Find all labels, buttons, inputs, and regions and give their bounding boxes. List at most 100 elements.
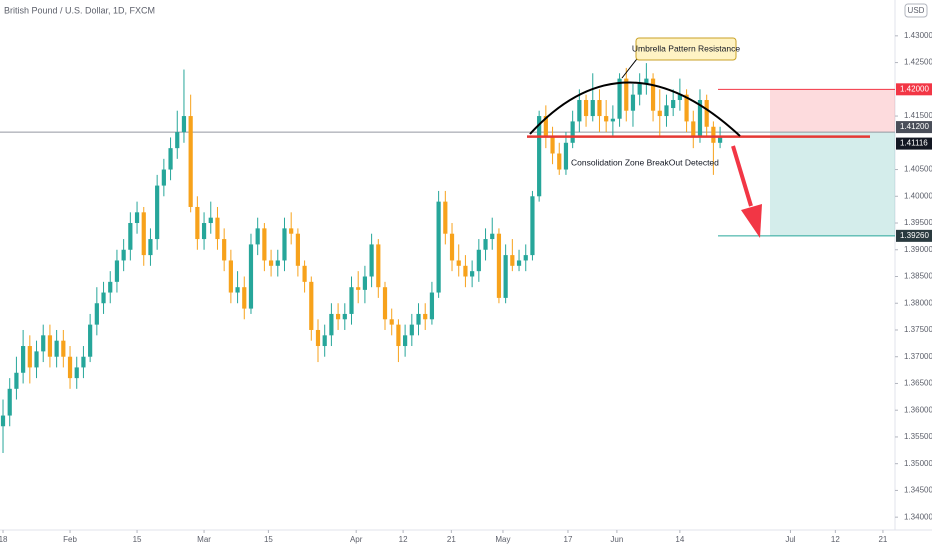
candle-body — [711, 126, 716, 143]
candle-body — [208, 217, 213, 224]
x-tick-label: 15 — [264, 535, 273, 544]
candle-body — [382, 287, 388, 320]
candle-body — [21, 346, 26, 373]
currency[interactable]: USD — [908, 6, 925, 15]
stop-label-box — [896, 83, 932, 96]
candle-body — [141, 212, 146, 256]
candle-body — [195, 206, 200, 240]
y-tick-label: 1.35500 — [904, 432, 932, 441]
stop-zone — [770, 89, 895, 133]
candle-body — [27, 346, 32, 368]
candle-body — [41, 335, 46, 352]
candle-body — [315, 329, 321, 347]
candle-body — [369, 244, 374, 277]
candle-body — [644, 78, 649, 84]
candle-body — [128, 223, 133, 250]
candle-body — [262, 228, 267, 261]
candle-body — [697, 100, 703, 138]
x-tick-label: Mar — [197, 535, 211, 544]
candle-body — [650, 78, 656, 111]
y-tick-label: 1.35000 — [904, 459, 932, 468]
candle-body — [396, 324, 401, 347]
candle-body — [61, 340, 66, 357]
candle-body — [168, 148, 173, 170]
y-tick-label: 1.38500 — [904, 272, 932, 281]
x-tick-label: May — [495, 535, 510, 544]
candle-body — [329, 313, 334, 336]
candle-body — [443, 201, 448, 234]
candle-body — [523, 255, 528, 261]
y-tick-label: 1.34500 — [904, 486, 932, 495]
candle-body — [436, 201, 441, 293]
candle-body — [54, 340, 59, 357]
candle-body — [429, 292, 435, 320]
candle-body — [215, 217, 220, 240]
candle-body — [34, 351, 39, 368]
candle-body — [121, 249, 126, 261]
candle-body — [88, 324, 93, 357]
candle-body — [114, 260, 120, 282]
candle-body — [268, 260, 274, 266]
candle-body — [664, 105, 669, 117]
candle-body — [175, 132, 180, 149]
candle-body — [577, 100, 582, 122]
candle-body — [463, 265, 468, 277]
y-tick-label: 1.37000 — [904, 352, 932, 361]
candle-body — [356, 287, 361, 290]
target-zone — [770, 132, 895, 236]
candle-body — [691, 121, 696, 138]
x-tick-label: 21 — [878, 535, 887, 544]
candle-body — [335, 313, 341, 320]
candle-body — [289, 228, 294, 234]
candle-body — [161, 169, 166, 186]
candle-body — [657, 110, 662, 117]
candle-body — [583, 100, 589, 117]
arrow-head — [741, 204, 762, 238]
candle-body — [74, 367, 79, 379]
currency-box[interactable] — [904, 3, 928, 18]
target-label: 1.39260 — [900, 231, 929, 240]
candle-body — [510, 255, 515, 266]
y-tick-label: 1.36500 — [904, 379, 932, 388]
last-price-label: 1.41116 — [900, 139, 928, 148]
x-tick-label: 12 — [399, 535, 408, 544]
candle-body — [0, 415, 6, 427]
candle-body — [235, 287, 240, 293]
x-tick-label: 21 — [447, 535, 456, 544]
candle-body — [228, 260, 233, 293]
umbrella-arc — [529, 81, 741, 137]
y-tick-label: 1.39000 — [904, 245, 932, 254]
candle-body — [590, 100, 595, 117]
last-price-label-box — [896, 137, 932, 150]
stop-label: 1.42000 — [900, 84, 929, 93]
target-label-box — [896, 229, 932, 242]
candle-body — [101, 292, 106, 304]
candle-body — [201, 223, 207, 240]
x-tick-label: Jun — [610, 535, 623, 544]
candle-body — [610, 118, 615, 122]
y-tick-label: 1.43000 — [904, 31, 932, 40]
candle-body — [155, 185, 160, 240]
candle-body — [349, 287, 354, 314]
candle-body — [483, 239, 488, 250]
y-tick-label: 1.36000 — [904, 405, 932, 414]
candle-body — [416, 313, 421, 325]
y-tick-label: 1.37500 — [904, 325, 932, 334]
candle-body — [67, 356, 73, 379]
candle-body — [282, 228, 287, 261]
candle-body — [476, 249, 481, 272]
candle-body — [470, 271, 475, 277]
candle-body — [550, 137, 555, 154]
candle-body — [570, 121, 575, 143]
candle-body — [409, 324, 414, 336]
x-tick-label: 14 — [675, 535, 684, 544]
candle-body — [496, 233, 502, 298]
candle-body — [543, 116, 548, 138]
arrow-shaft — [731, 145, 753, 207]
candle-body — [530, 196, 535, 256]
candle-body — [188, 116, 193, 207]
candle-body — [717, 136, 723, 143]
candle-body — [94, 303, 99, 325]
candle-body — [557, 153, 562, 170]
